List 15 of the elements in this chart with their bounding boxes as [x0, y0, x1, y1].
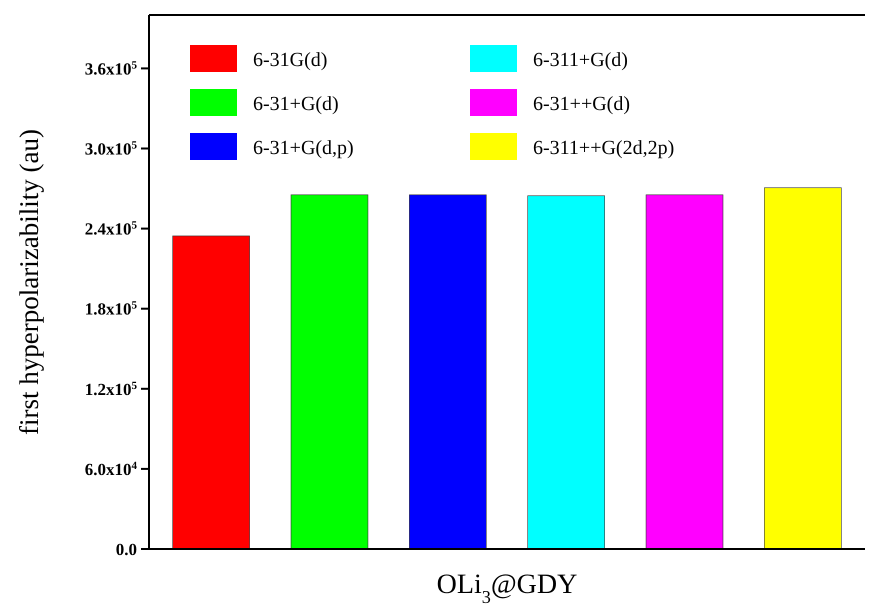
y-tick-label: 2.4x10$^{5}$ — [84, 220, 138, 239]
legend-label: 6-31+G(d,p) — [253, 137, 354, 159]
y-tick-label: 1.2x10$^{5}$ — [84, 380, 138, 399]
legend-label: 6-31+G(d) — [253, 93, 339, 115]
y-tick-label: 3.6x10$^{5}$ — [84, 59, 138, 78]
y-tick-label: 0.0 — [116, 540, 137, 559]
legend-label: 6-31G(d) — [253, 49, 328, 71]
y-axis-title: first hyperpolarizability (au) — [14, 129, 44, 435]
legend-label: 6-31++G(d) — [533, 93, 630, 115]
y-tick-label: 3.0x10$^{5}$ — [84, 139, 138, 158]
legend-label: 6-311++G(2d,2p) — [533, 137, 674, 159]
y-tick-label: 6.0x10$^{4}$ — [84, 460, 138, 479]
legend-label: 6-311+G(d) — [533, 49, 628, 71]
x-axis-title: OLi$_{3}$@GDY — [436, 569, 578, 607]
y-tick-label: 1.8x10$^{5}$ — [84, 300, 138, 319]
